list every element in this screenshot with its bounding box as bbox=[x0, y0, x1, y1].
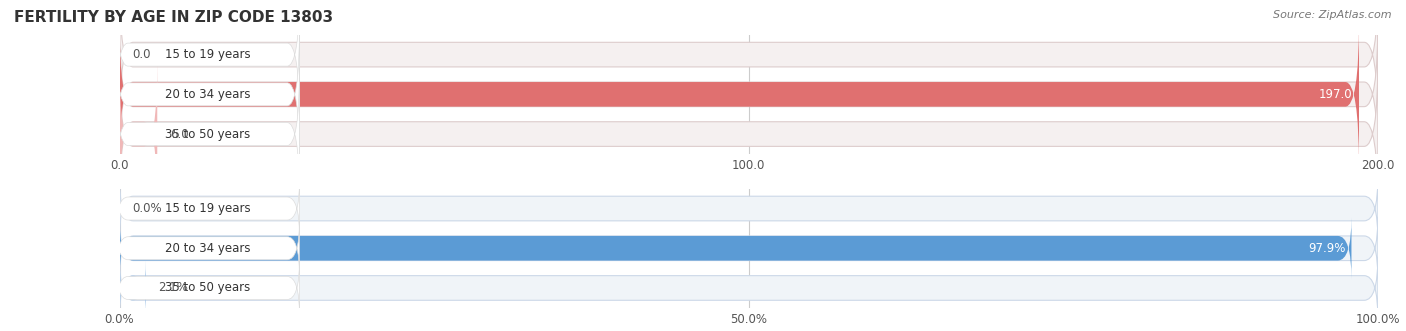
FancyBboxPatch shape bbox=[120, 217, 1378, 279]
FancyBboxPatch shape bbox=[120, 217, 1351, 279]
Text: Source: ZipAtlas.com: Source: ZipAtlas.com bbox=[1274, 10, 1392, 20]
Text: 2.1%: 2.1% bbox=[159, 281, 188, 295]
FancyBboxPatch shape bbox=[120, 260, 146, 316]
FancyBboxPatch shape bbox=[120, 60, 157, 208]
FancyBboxPatch shape bbox=[120, 0, 1378, 128]
Text: 6.0: 6.0 bbox=[170, 127, 188, 141]
Text: 15 to 19 years: 15 to 19 years bbox=[165, 48, 250, 61]
Text: FERTILITY BY AGE IN ZIP CODE 13803: FERTILITY BY AGE IN ZIP CODE 13803 bbox=[14, 10, 333, 25]
Text: 0.0%: 0.0% bbox=[132, 202, 162, 215]
Text: 197.0: 197.0 bbox=[1319, 88, 1353, 101]
FancyBboxPatch shape bbox=[115, 261, 299, 315]
FancyBboxPatch shape bbox=[120, 257, 1378, 319]
FancyBboxPatch shape bbox=[115, 28, 299, 161]
Text: 35 to 50 years: 35 to 50 years bbox=[165, 127, 250, 141]
Text: 35 to 50 years: 35 to 50 years bbox=[165, 281, 250, 295]
FancyBboxPatch shape bbox=[115, 68, 299, 200]
Text: 15 to 19 years: 15 to 19 years bbox=[165, 202, 250, 215]
FancyBboxPatch shape bbox=[120, 21, 1360, 168]
FancyBboxPatch shape bbox=[115, 221, 299, 275]
FancyBboxPatch shape bbox=[120, 178, 1378, 239]
FancyBboxPatch shape bbox=[120, 21, 1378, 168]
FancyBboxPatch shape bbox=[115, 0, 299, 121]
Text: 0.0: 0.0 bbox=[132, 48, 150, 61]
Text: 97.9%: 97.9% bbox=[1308, 242, 1346, 255]
FancyBboxPatch shape bbox=[115, 181, 299, 236]
Text: 20 to 34 years: 20 to 34 years bbox=[165, 242, 250, 255]
FancyBboxPatch shape bbox=[120, 60, 1378, 208]
Text: 20 to 34 years: 20 to 34 years bbox=[165, 88, 250, 101]
